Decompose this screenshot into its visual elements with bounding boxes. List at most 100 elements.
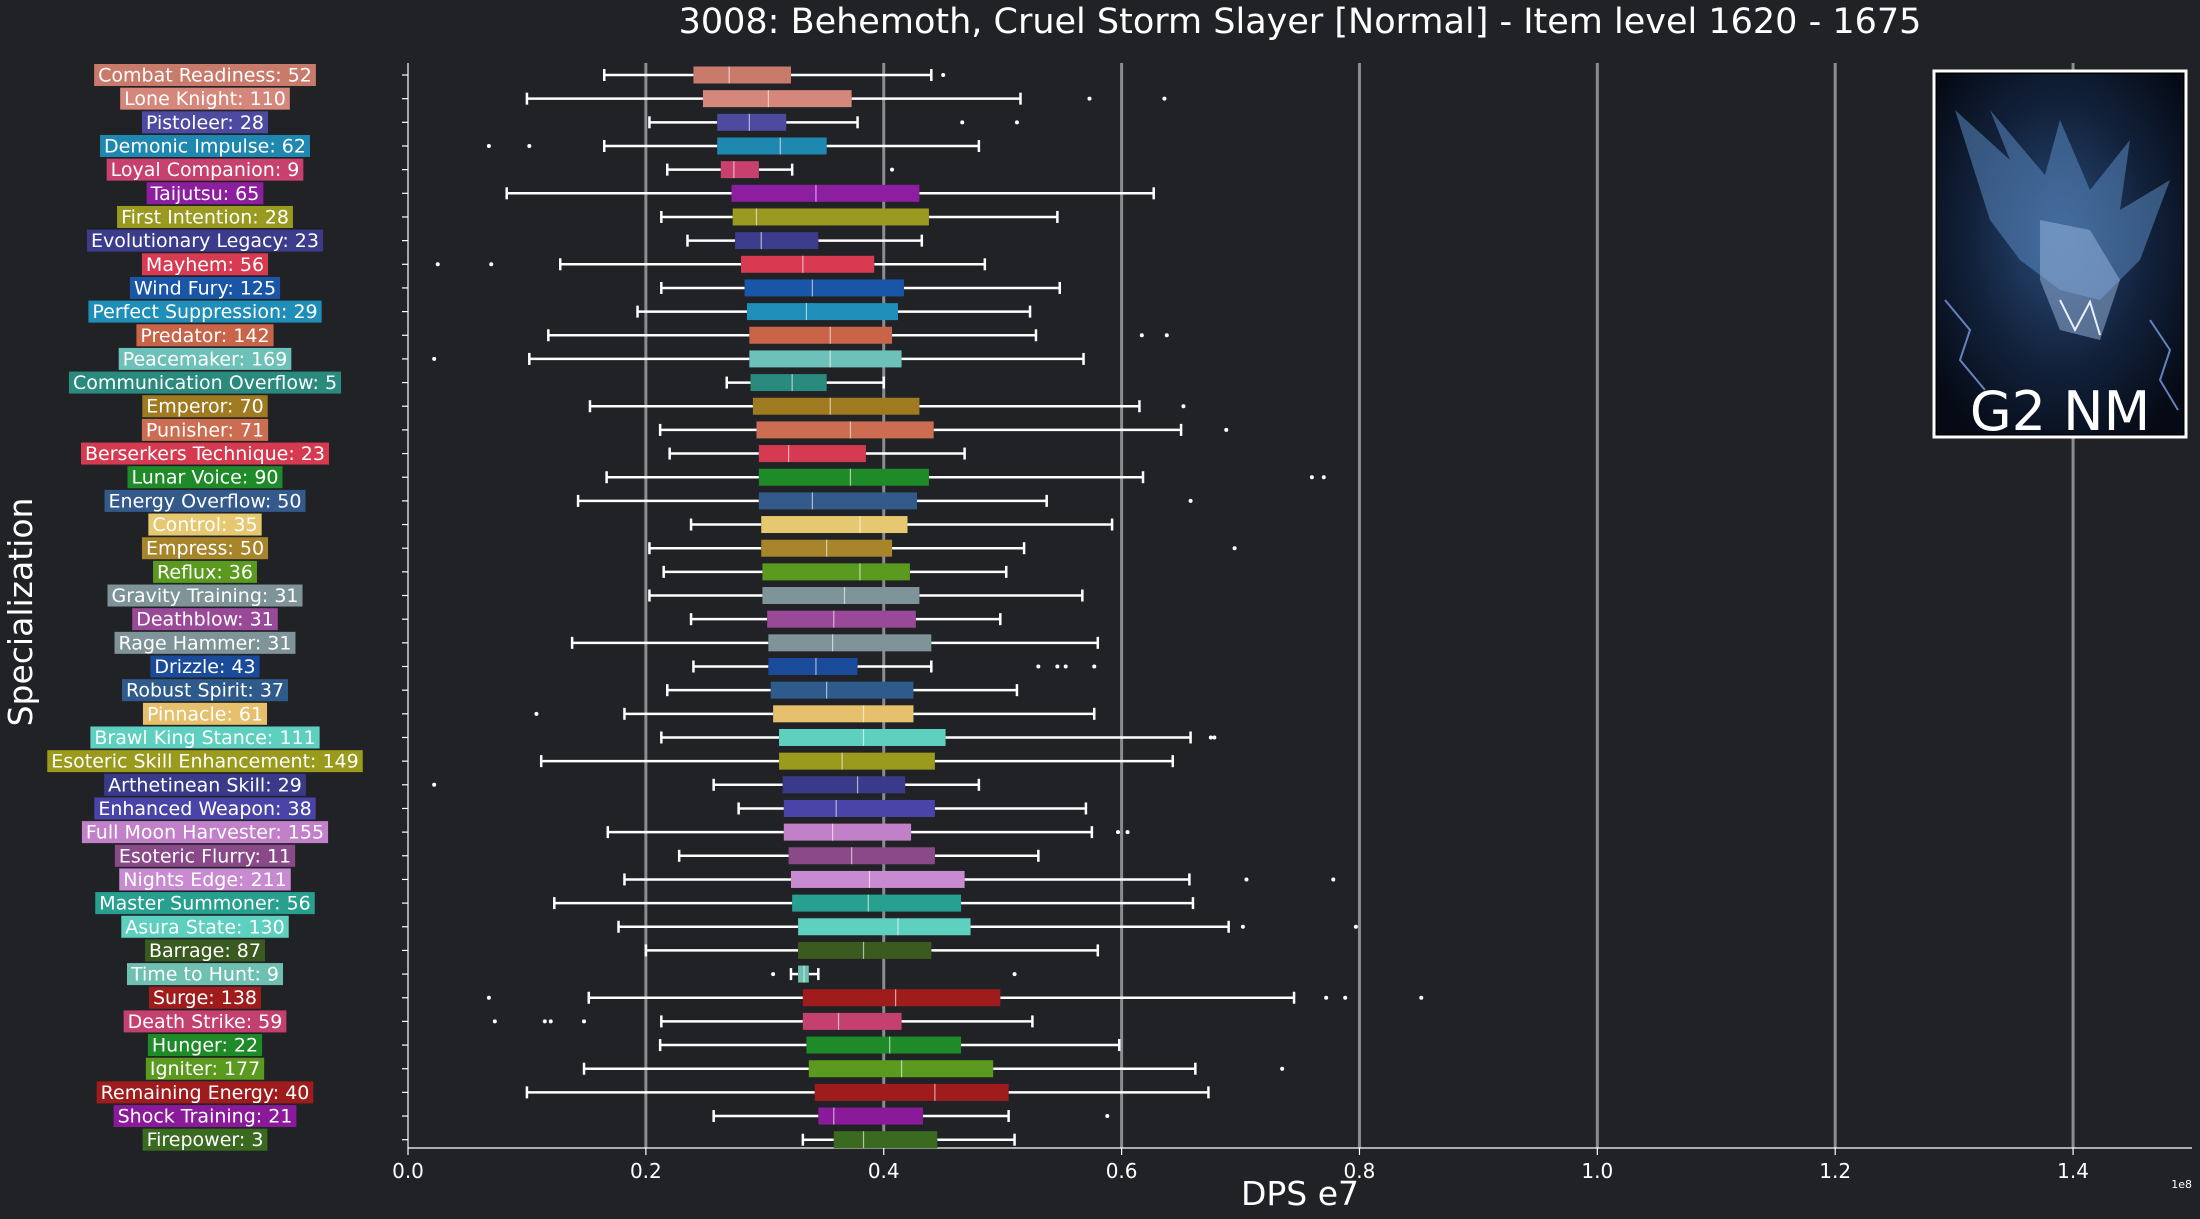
box-iqr [717,137,827,155]
category-label-bg [90,726,320,749]
box-iqr [768,634,932,652]
box-group [402,1107,1110,1125]
box-iqr [802,989,1001,1007]
box-group [402,870,1336,888]
box-group [402,634,1100,652]
outlier-point [1162,96,1167,101]
category-label-bg [107,584,303,607]
x-tick-label: 0.4 [868,1159,900,1183]
box-group [402,799,1088,817]
dragon-teeth [2059,299,2101,336]
box-iqr [768,658,858,675]
box-group [402,776,981,794]
outlier-point [1331,877,1336,882]
category-label-bg [104,489,306,512]
thumbnail-label: G2 NM [1970,380,2150,443]
category-label: Communication Overflow: 5 [73,372,337,394]
box-iqr [779,728,946,746]
x-ticks: 0.0 0.2 0.4 0.6 0.8 1.0 1.2 1.4 [392,1148,2089,1183]
category-label: Wind Fury: 125 [134,277,276,299]
category-label: Control: 35 [152,514,257,536]
box-iqr [749,326,893,344]
category-label-bg [136,324,274,347]
box-group [402,989,1424,1007]
category-label-bg [119,868,291,891]
box-group [402,658,1097,675]
outlier-point [1321,475,1326,480]
outlier-point [1055,664,1060,669]
category-label: Surge: 138 [153,987,257,1009]
box-group [402,184,1155,202]
category-label-bg [100,134,310,157]
category-label-bg [88,300,322,323]
box-iqr [732,208,929,226]
category-label-bg [120,87,290,110]
dragon-head [2040,220,2120,340]
category-label-bg [141,418,269,441]
category-label-bg [145,939,265,962]
box-iqr [756,421,934,439]
box-group [402,918,1358,936]
box-group [402,823,1130,841]
boss-thumbnail: G2 NM [1932,69,2188,443]
box-iqr [744,279,904,297]
category-label-bg [47,750,363,773]
category-label: Taijutsu: 65 [150,183,260,205]
box-group [402,563,1008,581]
category-label: Evolutionary Legacy: 23 [91,230,319,252]
category-label: Shock Training: 21 [118,1106,293,1128]
category-label-bg [127,466,283,489]
box-iqr [693,66,791,84]
x-tick-label: 0.6 [1106,1159,1138,1183]
category-label: Firepower: 3 [147,1129,264,1151]
category-label-bg [94,797,316,820]
category-label-bg [96,1081,314,1104]
outlier-point [1125,830,1130,835]
box-iqr [792,894,962,912]
outlier-point [1324,995,1329,1000]
x-tick-label: 1.0 [1581,1159,1613,1183]
category-label-bg [132,608,278,631]
category-label: Punisher: 71 [146,419,264,441]
outlier-point [1208,735,1213,740]
category-label-bg [142,1128,268,1151]
category-label: Deathblow: 31 [136,609,274,631]
x-axis-offset-label: 1e8 [2171,1178,2192,1191]
outlier-point [1105,1114,1110,1119]
outlier-point [1063,664,1068,669]
box-group [402,468,1326,486]
box-iqr [814,1083,1009,1101]
outlier-point [1116,830,1121,835]
category-label-bg [94,64,316,86]
box-group [402,1060,1285,1078]
category-label-bg [148,986,262,1009]
category-label-bg [113,1105,297,1128]
category-label-bg [150,655,260,678]
category-label: Barrage: 87 [149,940,261,962]
x-tick-label: 1.2 [1819,1159,1851,1183]
box-group [402,66,946,84]
lightning-streak [1944,299,1986,391]
outlier-point [486,995,491,1000]
category-label: Berserkers Technique: 23 [85,443,325,465]
category-label: Peacemaker: 169 [123,348,288,370]
box-iqr [741,255,875,273]
box-group [402,279,1062,297]
outlier-point [1188,498,1193,503]
category-label: Drizzle: 43 [154,656,255,678]
category-label: Empress: 50 [146,538,264,560]
box-iqr [750,374,827,392]
category-label-bg [148,513,262,536]
box-iqr [770,681,914,699]
box-iqr [762,587,920,605]
box-group [402,728,1217,746]
box-iqr [735,232,819,250]
category-label: Lunar Voice: 90 [131,467,278,489]
outlier-point [1164,333,1169,338]
box-group [402,421,1229,439]
box-group [402,1036,1121,1054]
x-tick-label: 1.4 [2057,1159,2089,1183]
box-iqr [802,1012,902,1030]
category-label-bg [142,395,268,418]
